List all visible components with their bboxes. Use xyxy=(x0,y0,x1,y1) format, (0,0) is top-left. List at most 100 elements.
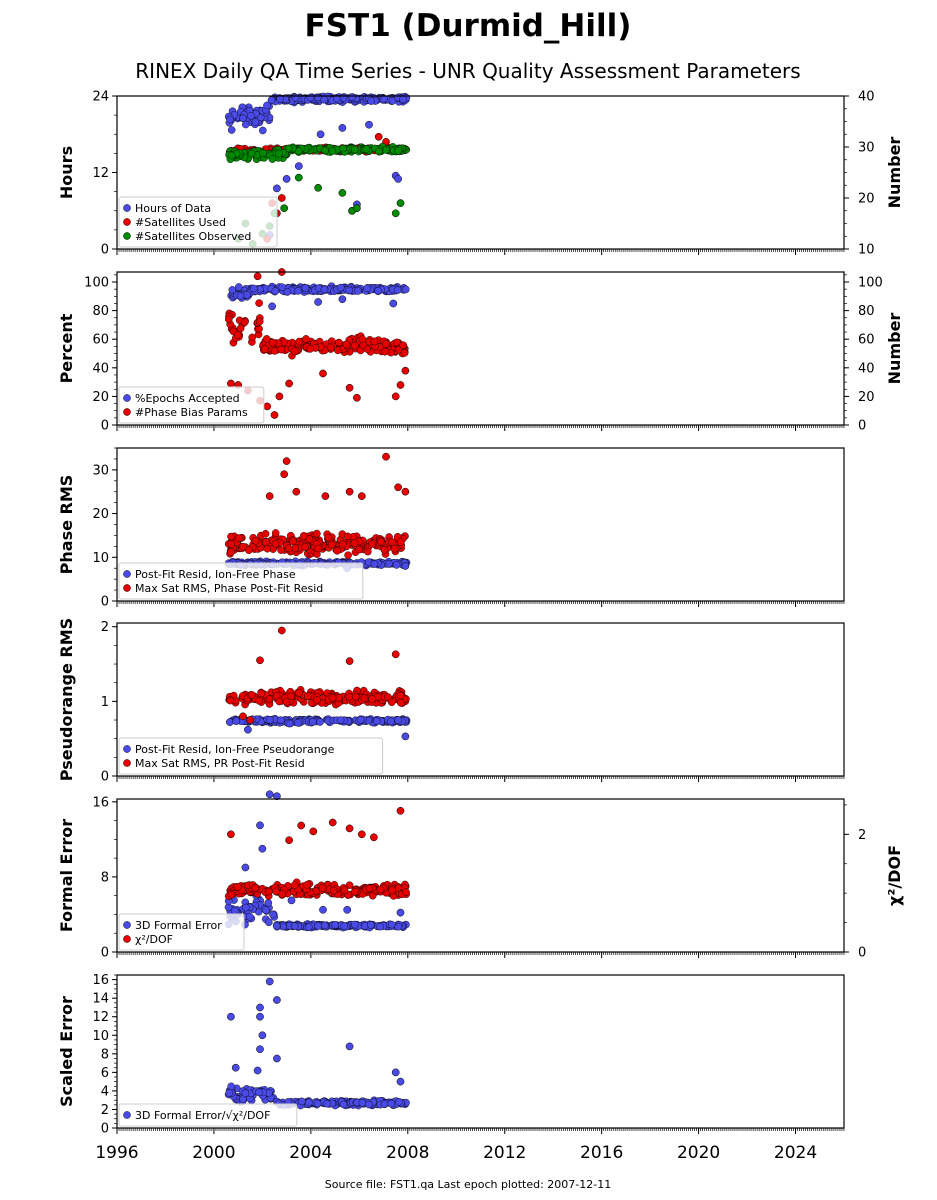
point xyxy=(328,694,337,702)
point xyxy=(351,341,359,350)
outlier-point xyxy=(338,124,347,132)
point xyxy=(365,884,374,893)
legend-entry: Max Sat RMS, Phase Post-Fit Resid xyxy=(135,582,323,595)
point xyxy=(350,920,359,929)
point xyxy=(290,347,299,356)
outlier-point xyxy=(292,487,301,496)
point xyxy=(382,146,390,154)
point xyxy=(392,561,401,569)
point xyxy=(345,693,354,701)
outlier-point xyxy=(265,492,274,500)
y-right-tick-label: 0 xyxy=(858,419,866,434)
point xyxy=(402,888,410,896)
point xyxy=(294,287,302,295)
point xyxy=(284,544,293,553)
point xyxy=(401,285,410,294)
outlier-point xyxy=(365,120,373,129)
point xyxy=(314,922,322,930)
outlier-point xyxy=(370,833,378,842)
outlier-point xyxy=(396,806,405,815)
point xyxy=(262,906,270,915)
point xyxy=(275,149,283,158)
legend-entry: Post-Fit Resid, Ion-Free Pseudorange xyxy=(135,743,335,756)
y-tick-label: 30 xyxy=(92,463,109,478)
point xyxy=(343,532,352,541)
y-tick-label: 0 xyxy=(101,946,109,961)
outlier-point xyxy=(374,132,383,141)
legend-pseudorange_rms: Post-Fit Resid, Ion-Free PseudorangeMax … xyxy=(118,737,384,775)
y-right-tick-label: 2 xyxy=(858,828,866,843)
point xyxy=(331,921,340,929)
point xyxy=(332,94,341,103)
point xyxy=(344,551,352,560)
outlier-point xyxy=(401,732,410,741)
outlier-point xyxy=(357,830,366,839)
legend-entry: #Satellites Used xyxy=(135,216,226,229)
point xyxy=(248,691,256,699)
point xyxy=(278,283,287,292)
point xyxy=(381,347,389,356)
point xyxy=(287,692,295,701)
y-tick-label: 20 xyxy=(92,507,109,522)
point xyxy=(355,545,364,554)
panel-phase_rms: 0 10 20 30 Phase RMS Post-Fit Resid, Ion-Free… xyxy=(57,447,845,610)
outlier-point xyxy=(241,863,250,872)
point xyxy=(327,540,336,549)
point xyxy=(390,544,399,553)
point xyxy=(320,921,329,930)
point xyxy=(264,918,273,927)
point xyxy=(360,694,369,703)
y-tick-label: 0 xyxy=(101,243,109,258)
points-formal_error xyxy=(224,790,410,932)
point xyxy=(276,716,285,725)
outlier-point xyxy=(294,162,303,170)
outlier-point xyxy=(265,977,274,986)
y-ticks-pseudorange_rms: 0 1 2 xyxy=(101,620,117,785)
point xyxy=(251,884,260,892)
point xyxy=(394,922,403,931)
point xyxy=(227,890,236,899)
point xyxy=(259,149,267,157)
legend-entry: χ²/DOF xyxy=(135,933,173,946)
point xyxy=(339,144,347,153)
point xyxy=(226,718,234,726)
outlier-point xyxy=(256,1045,264,1054)
point xyxy=(321,146,329,155)
y-right-tick-label: 100 xyxy=(858,276,883,291)
point xyxy=(374,286,383,295)
outlier-point xyxy=(382,452,390,461)
point xyxy=(388,538,396,547)
legend-entry: #Phase Bias Params xyxy=(135,406,248,419)
point xyxy=(291,544,300,553)
point xyxy=(271,529,280,537)
point xyxy=(236,291,245,300)
outlier-point xyxy=(391,392,400,401)
point xyxy=(230,906,239,915)
point xyxy=(324,533,333,542)
point xyxy=(277,345,286,354)
point xyxy=(308,718,317,726)
point xyxy=(234,534,243,542)
point xyxy=(294,719,302,727)
y-right-tick-label: 20 xyxy=(858,192,875,207)
legend-box xyxy=(118,196,278,248)
point xyxy=(335,338,343,347)
point xyxy=(262,335,271,343)
point xyxy=(338,540,347,549)
outlier-point xyxy=(394,175,402,183)
y-tick-label: 0 xyxy=(101,770,109,785)
point xyxy=(257,689,266,698)
outlier-point xyxy=(273,184,281,193)
outlier-point xyxy=(280,470,289,479)
y-ticks-percent: 0 20 40 60 80 100 xyxy=(84,274,117,434)
panel-pseudorange_rms: 0 1 2 Pseudorange RMS Post-Fit Resid, Ion-Fr… xyxy=(57,618,845,785)
point xyxy=(241,1089,250,1097)
point xyxy=(227,548,235,556)
point xyxy=(268,155,277,163)
point xyxy=(240,318,249,327)
point xyxy=(267,96,276,104)
point xyxy=(227,540,235,548)
point xyxy=(226,115,234,124)
